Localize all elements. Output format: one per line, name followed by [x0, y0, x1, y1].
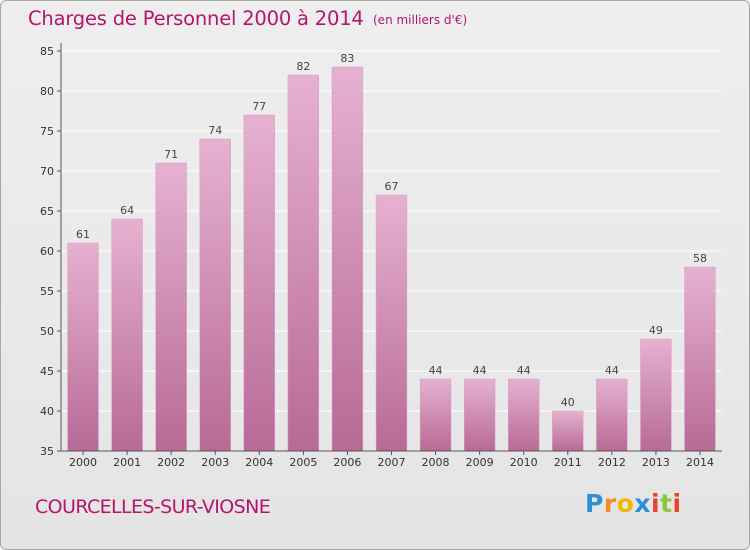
- bar-value-label: 71: [164, 148, 178, 161]
- x-tick-label: 2003: [201, 456, 229, 469]
- y-tick-label: 80: [40, 85, 54, 98]
- logo-letter: r: [603, 489, 617, 518]
- bar-value-label: 61: [76, 228, 90, 241]
- y-tick-label: 55: [40, 285, 54, 298]
- bar-value-label: 64: [120, 204, 134, 217]
- bar-value-label: 82: [296, 60, 310, 73]
- bar: [287, 74, 320, 452]
- x-tick-label: 2008: [422, 456, 450, 469]
- x-tick-label: 2010: [510, 456, 538, 469]
- x-tick-label: 2007: [378, 456, 406, 469]
- bar-value-label: 44: [605, 364, 619, 377]
- bar: [375, 194, 408, 452]
- y-tick-label: 60: [40, 245, 54, 258]
- bar-value-label: 58: [693, 252, 707, 265]
- x-tick-label: 2009: [466, 456, 494, 469]
- chart-title: Charges de Personnel 2000 à 2014: [28, 7, 364, 30]
- bar: [552, 410, 584, 452]
- bar-value-label: 74: [208, 124, 222, 137]
- bar-value-label: 49: [649, 324, 663, 337]
- x-tick-label: 2005: [289, 456, 317, 469]
- y-tick-label: 40: [40, 405, 54, 418]
- bar-value-label: 44: [473, 364, 487, 377]
- x-tick-label: 2012: [598, 456, 626, 469]
- y-tick-label: 45: [40, 365, 54, 378]
- y-tick-label: 75: [40, 125, 54, 138]
- logo-letter: x: [634, 489, 651, 518]
- bar-value-label: 83: [340, 52, 354, 65]
- y-tick-label: 65: [40, 205, 54, 218]
- logo-letter: t: [660, 489, 673, 518]
- logo-letter: i: [672, 489, 682, 518]
- bar-value-label: 40: [561, 396, 575, 409]
- bar: [111, 218, 143, 452]
- bar: [155, 162, 187, 452]
- x-tick-label: 2011: [554, 456, 582, 469]
- bar-value-label: 44: [517, 364, 531, 377]
- x-tick-label: 2002: [157, 456, 185, 469]
- logo-letter: P: [585, 489, 604, 518]
- logo-letter: i: [651, 489, 661, 518]
- x-tick-label: 2001: [113, 456, 141, 469]
- bar-value-label: 44: [429, 364, 443, 377]
- y-tick-label: 70: [40, 165, 54, 178]
- proxiti-logo: Proxiti: [585, 489, 682, 518]
- chart-unit-note: (en milliers d'€): [373, 13, 468, 27]
- logo-letter: o: [616, 489, 635, 518]
- bar: [463, 378, 496, 452]
- y-tick-label: 85: [40, 45, 54, 58]
- commune-name: COURCELLES-SUR-VIOSNE: [35, 496, 271, 518]
- bar: [67, 242, 99, 452]
- y-tick-label: 35: [40, 445, 54, 458]
- bar: [243, 114, 275, 452]
- bar-value-label: 77: [252, 100, 266, 113]
- value-labels: 61 64 71 74 77 82 83 67 44 44 44 40 44 49 58: [76, 52, 707, 409]
- x-tick-label: 2013: [642, 456, 670, 469]
- bar: [508, 378, 540, 452]
- bar: [684, 266, 716, 452]
- bar: [419, 378, 452, 452]
- bar: [199, 138, 231, 452]
- bar-value-label: 67: [385, 180, 399, 193]
- x-tick-label: 2014: [686, 456, 714, 469]
- x-tick-label: 2006: [333, 456, 361, 469]
- bar: [331, 66, 364, 452]
- bar: [640, 338, 672, 452]
- bars: [67, 66, 716, 452]
- bar: [596, 378, 628, 452]
- axes: 35 40 45 50 55 60 65 70 75 80 85 2000 2001 2002 2003 20…: [40, 43, 722, 469]
- x-tick-label: 2000: [69, 456, 97, 469]
- x-tick-label: 2004: [245, 456, 273, 469]
- y-tick-label: 50: [40, 325, 54, 338]
